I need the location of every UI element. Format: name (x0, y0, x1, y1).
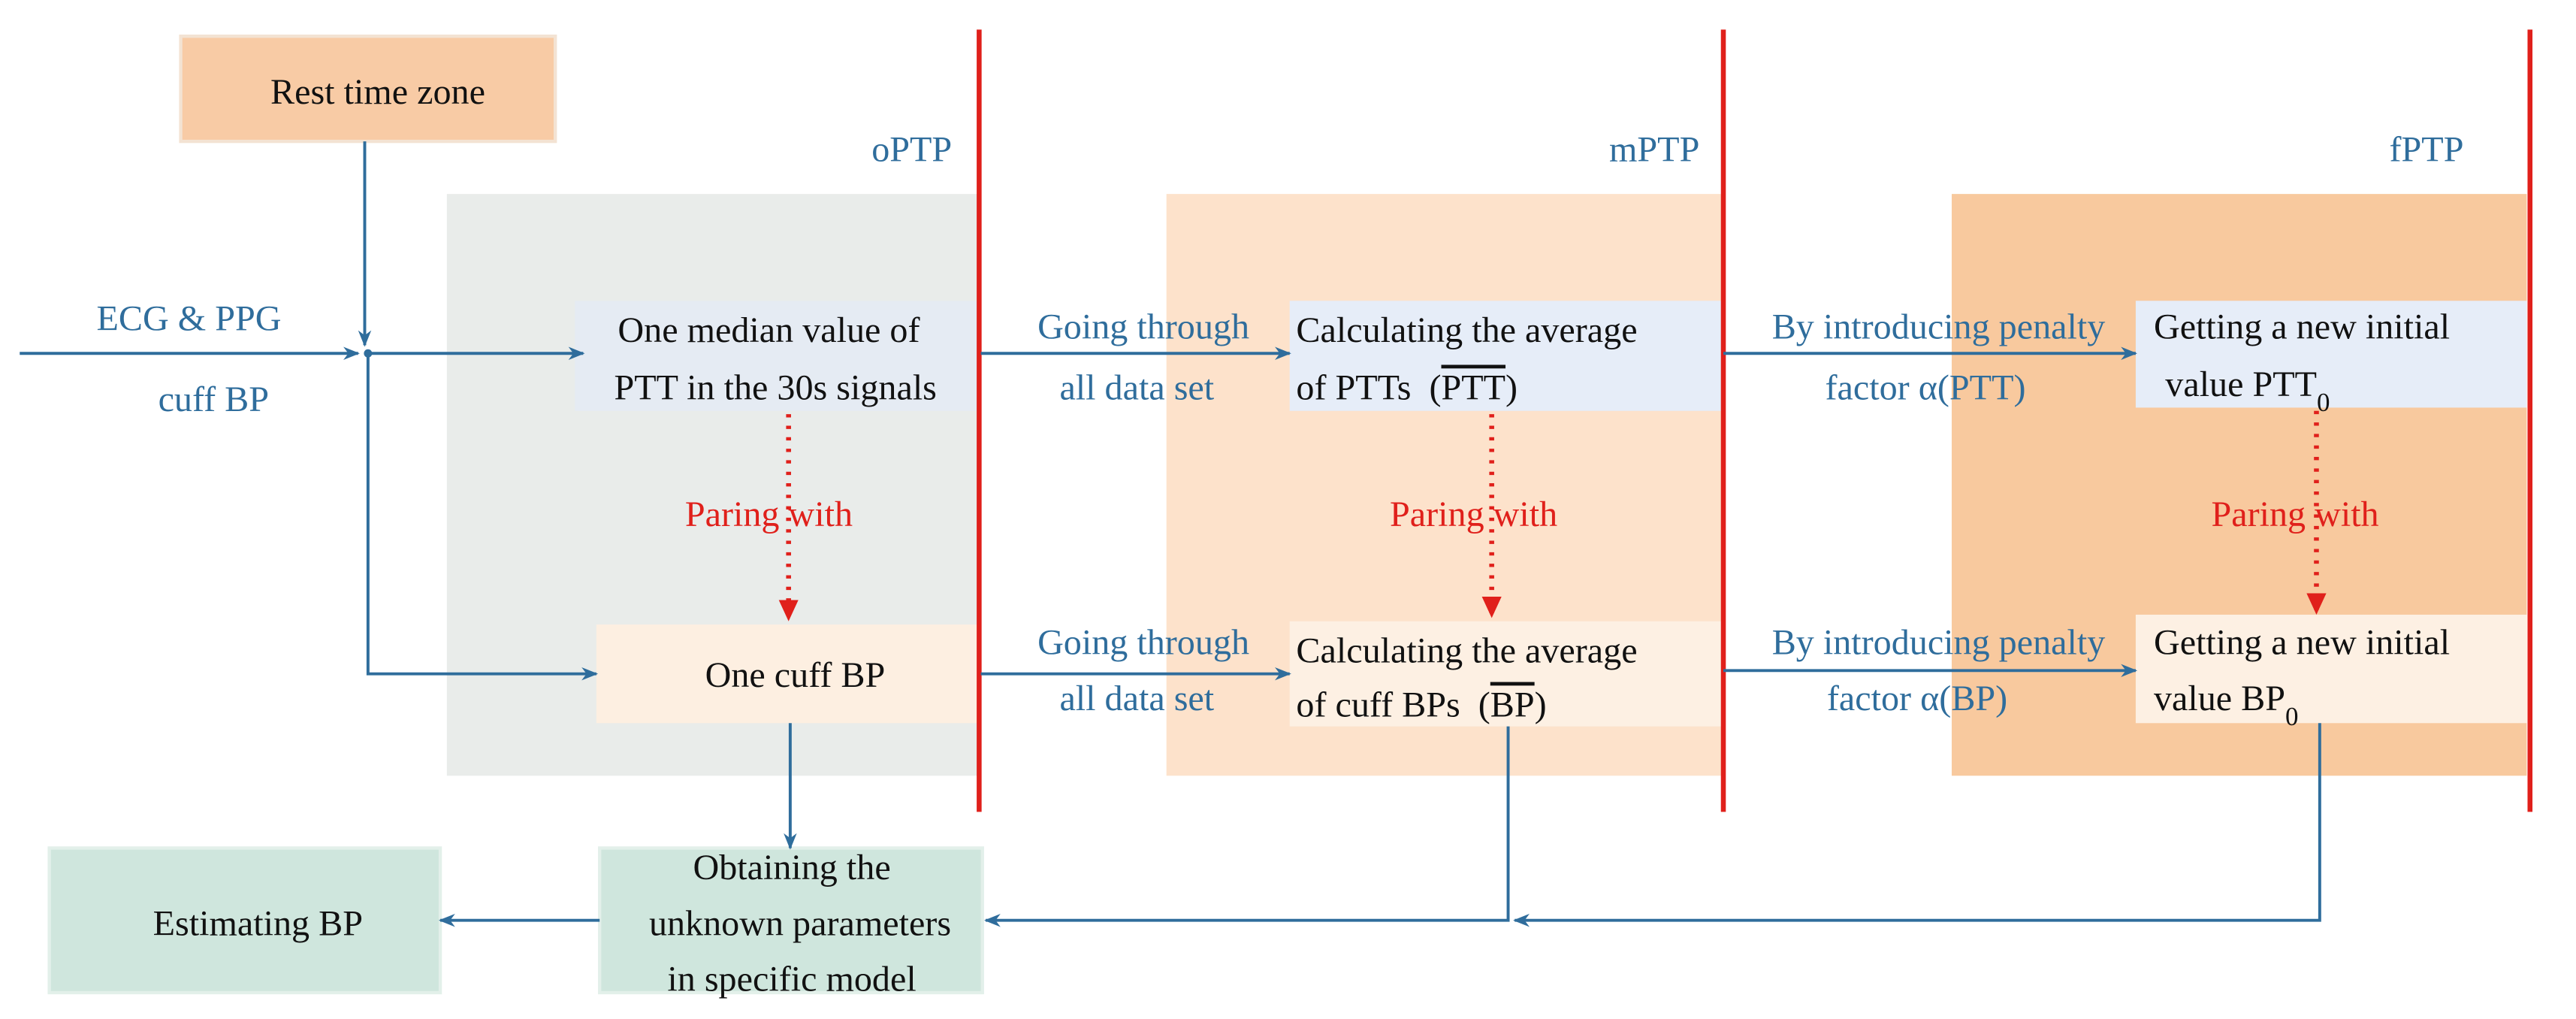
init-ptt-text: Getting a new initial (2154, 307, 2450, 347)
obtaining-text: in specific model (667, 960, 916, 999)
init-bp-text: value BP0 (2154, 679, 2299, 730)
cuff-text: One cuff BP (705, 655, 886, 695)
avg-ptt-box (1289, 301, 1722, 411)
text-part: of cuff BPs ( (1296, 685, 1490, 725)
pairing-text: Paring with (685, 494, 853, 534)
avg-ptt-text: of PTTs (PTT) (1296, 367, 1518, 407)
text-part: BP (1490, 685, 1535, 725)
phase-label: fPTP (2390, 129, 2464, 169)
obtaining-text: unknown parameters (649, 903, 951, 943)
median-text: One median value of (618, 310, 920, 350)
pairing-text: Paring with (1390, 494, 1557, 534)
init-ptt-text: value PTT0 (2165, 364, 2330, 417)
text-part: 0 (2317, 388, 2330, 417)
input-label: cuff BP (159, 379, 269, 419)
init-bp-box (2135, 614, 2527, 724)
estimating-text: Estimating BP (153, 903, 363, 943)
text-part: 0 (2285, 701, 2298, 730)
cuff-box (596, 624, 980, 724)
avg-bp-text: of cuff BPs (BP) (1296, 685, 1546, 725)
text-part: PTT (1442, 367, 1506, 407)
phase-label: oPTP (871, 129, 952, 169)
median-box (575, 301, 980, 411)
pairing-text: Paring with (2211, 494, 2378, 534)
text-part: ) (1535, 685, 1547, 725)
text-part: of PTTs ( (1296, 367, 1441, 407)
rest-box (179, 34, 557, 144)
going-text: Going through (1037, 307, 1249, 347)
penalty-text: factor α(PTT) (1826, 367, 2026, 407)
text-part: value BP (2154, 679, 2285, 718)
arrows (20, 141, 2321, 927)
rest-zone: Rest time zone (270, 72, 485, 112)
penalty-text: factor α(BP) (1827, 679, 2007, 718)
avg-bp-box (1289, 621, 1722, 727)
avg-bp-text: Calculating the average (1296, 630, 1637, 670)
median-text: PTT in the 30s signals (614, 367, 936, 407)
penalty-text: By introducing penalty (1772, 622, 2106, 662)
going-text: all data set (1059, 679, 1214, 718)
text-part: value PTT (2165, 364, 2317, 404)
penalty-text: By introducing penalty (1772, 307, 2106, 347)
text-part: ) (1505, 367, 1518, 407)
init-ptt-box (2135, 301, 2527, 408)
init-bp-text: Getting a new initial (2154, 622, 2450, 662)
input-label: ECG & PPG (97, 299, 282, 339)
obtaining-text: Obtaining the (693, 848, 890, 887)
phase-label: mPTP (1609, 129, 1699, 169)
junction (364, 349, 373, 358)
avg-ptt-text: Calculating the average (1296, 310, 1637, 350)
going-text: Going through (1037, 622, 1249, 662)
going-text: all data set (1059, 367, 1214, 407)
